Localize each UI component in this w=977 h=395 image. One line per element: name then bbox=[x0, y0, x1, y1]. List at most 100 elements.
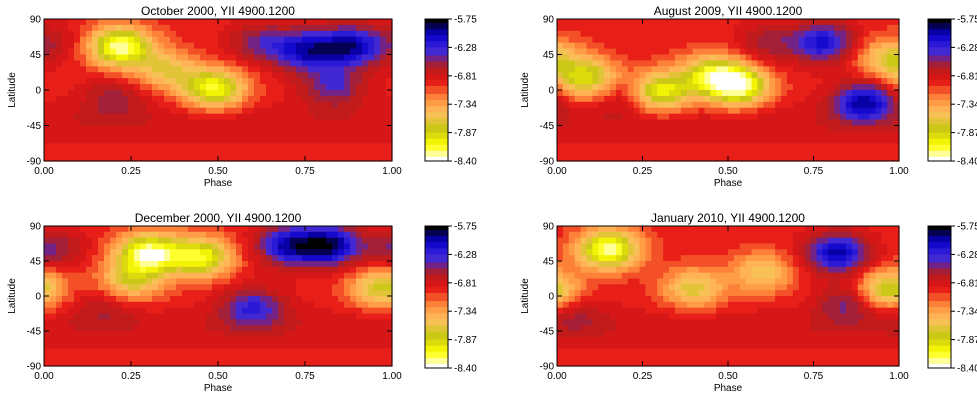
heatmap-cell bbox=[869, 119, 877, 127]
heatmap-cell bbox=[104, 301, 111, 309]
heatmap-cell bbox=[80, 78, 87, 85]
colorbar-swatch bbox=[425, 268, 448, 272]
heatmap-cell bbox=[716, 42, 723, 50]
heatmap-cell bbox=[769, 42, 776, 50]
heatmap-cell bbox=[224, 226, 231, 233]
heatmap-cell bbox=[840, 231, 847, 239]
heatmap-cell bbox=[182, 90, 189, 97]
heatmap-cell bbox=[863, 155, 871, 162]
heatmap-cell bbox=[56, 60, 63, 67]
heatmap-cell bbox=[781, 125, 788, 133]
heatmap-cell bbox=[574, 243, 582, 250]
heatmap-cell bbox=[290, 155, 297, 162]
heatmap-cell bbox=[834, 36, 841, 44]
heatmap-cell bbox=[224, 290, 231, 297]
heatmap-cell bbox=[74, 331, 81, 338]
heatmap-cell bbox=[338, 325, 345, 332]
heatmap-cell bbox=[302, 72, 309, 79]
heatmap-cell bbox=[326, 84, 333, 91]
heatmap-cell bbox=[272, 72, 279, 79]
heatmap-cell bbox=[320, 36, 327, 44]
heatmap-cell bbox=[248, 243, 255, 250]
heatmap-cell bbox=[332, 278, 339, 285]
heatmap-cell bbox=[206, 301, 213, 309]
heatmap-cell bbox=[816, 226, 823, 233]
heatmap-cell bbox=[182, 131, 189, 138]
heatmap-cell bbox=[242, 155, 249, 162]
colorbar-swatch bbox=[425, 118, 448, 122]
heatmap-cell bbox=[320, 30, 327, 38]
colorbar-swatch bbox=[928, 53, 951, 57]
heatmap-cell bbox=[170, 137, 177, 144]
heatmap-cell bbox=[194, 237, 201, 245]
heatmap-cell bbox=[863, 131, 871, 138]
heatmap-cell bbox=[663, 131, 670, 138]
heatmap-cell bbox=[152, 48, 159, 56]
heatmap-cell bbox=[851, 255, 859, 262]
heatmap-cell bbox=[722, 125, 729, 133]
heatmap-cell bbox=[104, 131, 111, 138]
heatmap-cell bbox=[338, 231, 345, 239]
heatmap-cell bbox=[44, 54, 51, 62]
heatmap-cell bbox=[110, 113, 117, 121]
heatmap-cell bbox=[242, 331, 249, 338]
heatmap-cell bbox=[170, 54, 177, 62]
heatmap-cell bbox=[368, 90, 375, 97]
heatmap-cell bbox=[332, 66, 339, 73]
heatmap-cell bbox=[206, 284, 213, 291]
heatmap-cell bbox=[56, 255, 63, 262]
heatmap-cell bbox=[242, 60, 249, 67]
heatmap-cell bbox=[62, 19, 69, 26]
heatmap-cell bbox=[140, 42, 147, 50]
heatmap-cell bbox=[757, 113, 764, 121]
heatmap-cell bbox=[80, 137, 87, 144]
heatmap-cell bbox=[804, 101, 812, 109]
heatmap-cell bbox=[236, 131, 243, 138]
heatmap-cell bbox=[260, 155, 267, 162]
heatmap-cell bbox=[875, 237, 882, 245]
heatmap-cell bbox=[320, 348, 327, 355]
heatmap-cell bbox=[834, 72, 841, 79]
heatmap-cell bbox=[326, 284, 333, 291]
heatmap-cell bbox=[828, 137, 835, 144]
heatmap-cell bbox=[332, 272, 339, 280]
heatmap-cell bbox=[302, 90, 309, 97]
heatmap-cell bbox=[86, 266, 93, 274]
heatmap-cell bbox=[296, 237, 303, 245]
heatmap-cell bbox=[857, 78, 865, 85]
heatmap-cell bbox=[68, 131, 75, 138]
heatmap-cell bbox=[368, 78, 375, 85]
heatmap-cell bbox=[669, 131, 676, 138]
heatmap-cell bbox=[604, 243, 611, 250]
heatmap-cell bbox=[769, 266, 776, 274]
colorbar-swatch bbox=[425, 31, 448, 34]
heatmap-cell bbox=[610, 131, 617, 138]
heatmap-cell bbox=[278, 95, 285, 103]
heatmap-cell bbox=[140, 30, 147, 38]
heatmap-cell bbox=[224, 284, 231, 291]
heatmap-cell bbox=[786, 36, 794, 44]
x-tick-label: 0.00 bbox=[34, 166, 54, 177]
heatmap-cell bbox=[218, 354, 225, 361]
heatmap-cell bbox=[164, 325, 171, 332]
heatmap-cell bbox=[574, 107, 582, 115]
heatmap-cell bbox=[338, 78, 345, 85]
heatmap-cell bbox=[44, 272, 51, 280]
heatmap-cell bbox=[74, 101, 81, 109]
heatmap-cell bbox=[290, 313, 297, 320]
heatmap-cell bbox=[781, 249, 788, 256]
heatmap-cell bbox=[146, 119, 153, 127]
heatmap-cell bbox=[62, 319, 69, 326]
heatmap-cell bbox=[751, 231, 759, 239]
heatmap-cell bbox=[146, 313, 153, 320]
heatmap-cell bbox=[651, 255, 658, 262]
heatmap-cell bbox=[272, 278, 279, 285]
heatmap-cell bbox=[230, 60, 237, 67]
heatmap-cell bbox=[828, 90, 835, 97]
heatmap-cell bbox=[158, 319, 165, 326]
heatmap-cell bbox=[290, 30, 297, 38]
heatmap-cell bbox=[739, 261, 747, 268]
heatmap-cell bbox=[792, 42, 800, 50]
colorbar-swatch bbox=[928, 156, 951, 160]
heatmap-cell bbox=[128, 325, 135, 332]
